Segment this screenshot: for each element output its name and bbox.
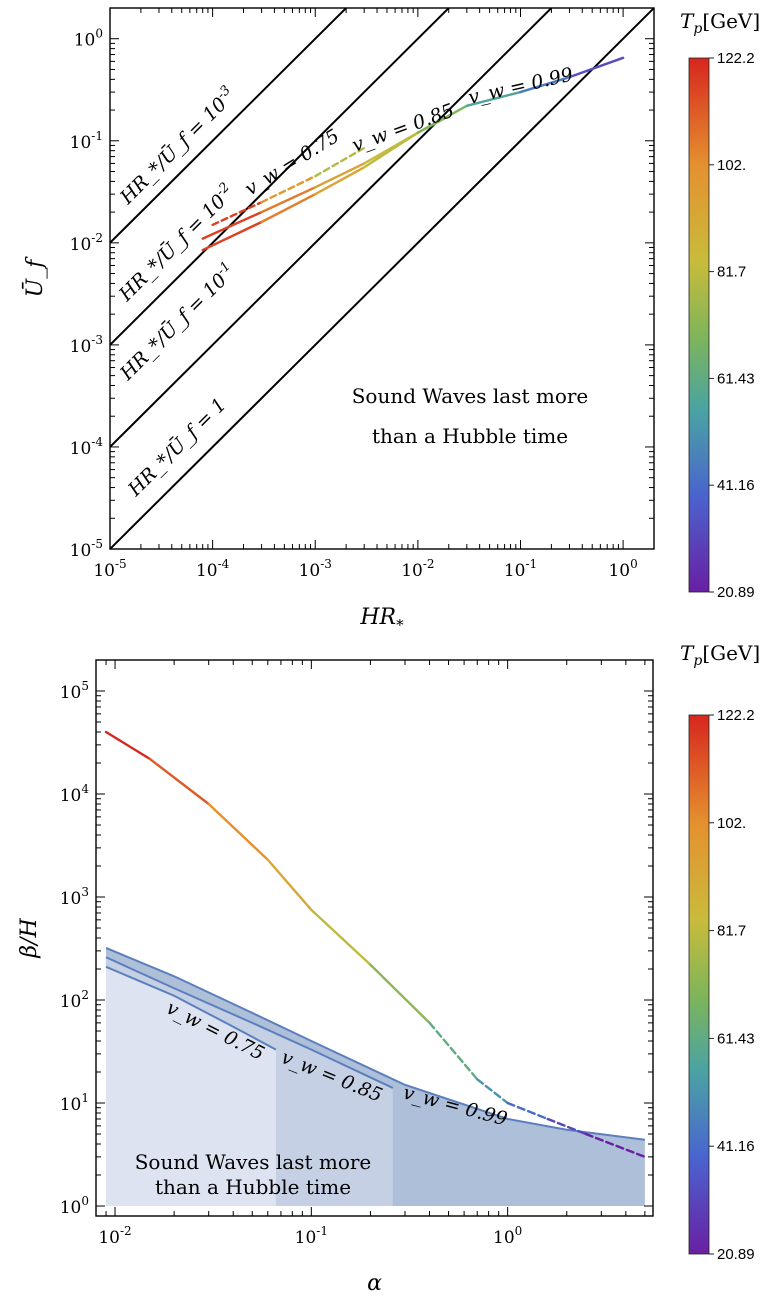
series-2-segment (201, 210, 263, 240)
main-curve-segment (266, 858, 313, 912)
top-x-axis-label: HR* (359, 605, 404, 634)
top-colorbar-title: Tp[GeV] (680, 9, 760, 37)
bound-line-3 (105, 947, 646, 1141)
reference-line (110, 8, 654, 549)
top-x-tick-label: 100 (608, 557, 637, 581)
bottom-y-tick-label: 105 (60, 679, 89, 703)
main-curve-segment (104, 730, 151, 760)
bottom-colorbar-tick-label: 41.16 (717, 1138, 755, 1155)
bound-line-2 (105, 956, 394, 1089)
top-frame (109, 7, 655, 550)
series-1-segment (314, 146, 366, 178)
top-y-tick-label: 10-3 (70, 333, 103, 357)
top-y-axis-label: Ū_f (21, 256, 48, 298)
bottom-colorbar-tick-label: 122.2 (717, 707, 755, 724)
top-y-tick-label: 10-2 (70, 231, 103, 255)
bound-line-1 (105, 965, 277, 1051)
main-curve-segment (207, 802, 269, 861)
series-1-segment (260, 174, 317, 204)
top-annotation-line-1: Sound Waves last more (352, 384, 589, 408)
bottom-annotation-line-1: Sound Waves last more (135, 1150, 372, 1174)
bottom-colorbar-title: Tp[GeV] (680, 641, 760, 669)
top-x-tick-label: 10-1 (504, 557, 537, 581)
top-colorbar-tick-label: 41.16 (717, 477, 755, 494)
series-3-segment (416, 104, 469, 134)
bottom-y-tick-label: 100 (60, 1194, 89, 1218)
top-x-tick-label: 10-4 (196, 557, 230, 581)
top-y-tick-label: 10-4 (70, 435, 104, 459)
series-3-segment (201, 220, 263, 252)
bottom-x-axis-label: α (367, 1271, 382, 1296)
bottom-x-tick-label: 10-1 (295, 1224, 328, 1248)
top-annotation-line-2: than a Hubble time (372, 424, 568, 448)
bottom-y-tick-label: 104 (60, 782, 90, 806)
bound-region-1 (106, 966, 276, 1207)
series-label: v_w = 0.75 (241, 125, 343, 200)
main-curve-segment (476, 1078, 509, 1105)
top-colorbar-tick-label: 122.2 (717, 50, 755, 67)
top-panel: 10-510-5 10-4 10-4 10-3 10-3 10-2 10-2 10-1 10-1… (21, 7, 760, 634)
top-y-tick-label: 10-1 (70, 129, 103, 153)
bottom-colorbar-tick-label: 102. (717, 815, 746, 832)
main-curve-segment (506, 1101, 549, 1121)
series-3-segment (260, 192, 317, 224)
main-curve-segment (584, 1132, 647, 1159)
reference-line (110, 8, 348, 244)
top-colorbar-tick-label: 102. (717, 157, 746, 174)
bottom-x-tick-label: 100 (493, 1224, 522, 1248)
reference-line-label: HR_*/Ū_f = 1 (123, 393, 231, 501)
bottom-y-tick-label: 101 (60, 1091, 89, 1115)
bottom-plot-area (104, 730, 647, 1207)
top-y-tick-label: 10-5 (70, 537, 103, 561)
top-colorbar-tick-label: 61.43 (717, 370, 755, 387)
series-3-segment (314, 166, 366, 196)
bottom-colorbar (688, 714, 710, 1255)
top-colorbar-tick-label: 20.89 (717, 584, 755, 601)
series-2-segment (260, 186, 317, 214)
top-y-tick-label: 100 (74, 27, 103, 51)
series-2-segment (314, 162, 366, 189)
series-3-segment (519, 75, 571, 94)
top-x-tick-label: 10-2 (401, 557, 434, 581)
top-colorbar (688, 57, 710, 593)
bottom-y-tick-label: 103 (60, 885, 89, 909)
main-curve-segment (148, 757, 210, 806)
top-x-tick-label: 10-5 (93, 557, 126, 581)
main-curve-segment (428, 1021, 479, 1081)
series-3-segment (465, 90, 522, 108)
bottom-y-axis-label: β/H (17, 918, 42, 959)
series-label: v_w = 0.85 (349, 99, 457, 156)
bottom-annotation-line-2: than a Hubble time (155, 1175, 351, 1199)
main-curve-segment (310, 908, 372, 966)
series-1-segment (211, 201, 263, 227)
top-x-tick-label: 10-3 (299, 557, 332, 581)
bottom-colorbar-tick-label: 61.43 (717, 1030, 755, 1047)
bottom-colorbar-tick-label: 81.7 (717, 923, 746, 940)
reference-line (110, 8, 553, 448)
bottom-x-tick-label: 10-2 (98, 1224, 131, 1248)
reference-line (110, 8, 451, 346)
main-curve-segment (369, 963, 431, 1025)
top-plot-area (110, 8, 654, 549)
series-3-segment (568, 56, 625, 79)
bottom-y-tick-label: 102 (60, 988, 89, 1012)
main-curve-segment (546, 1117, 587, 1136)
bottom-colorbar-tick-label: 20.89 (717, 1246, 755, 1263)
series-3-segment (363, 131, 420, 169)
top-colorbar-tick-label: 81.7 (717, 264, 746, 281)
